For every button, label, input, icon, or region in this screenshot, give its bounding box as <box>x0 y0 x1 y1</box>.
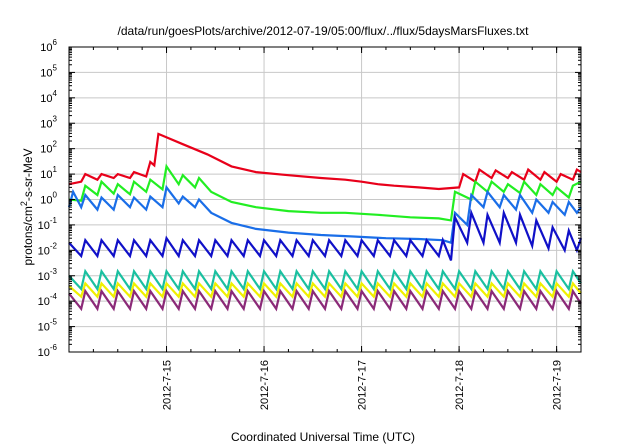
x-tick-labels: 2012-7-15 2012-7-16 2012-7-17 2012-7-18 2012… <box>162 360 564 410</box>
series-line-1 <box>68 132 582 191</box>
y-tick-label: 106 <box>40 38 57 54</box>
y-tick-label: 102 <box>40 140 57 156</box>
y-tick-label: 100 <box>40 191 57 207</box>
x-tick-label: 2012-7-15 <box>162 360 174 410</box>
series-line-6 <box>68 281 582 299</box>
x-tick-label: 2012-7-16 <box>259 360 271 410</box>
y-tick-label: 104 <box>40 89 57 105</box>
y-tick-label: 10-2 <box>38 241 58 257</box>
y-tick-label: 10-5 <box>38 318 58 334</box>
axis-ticks <box>68 46 582 353</box>
series-line-5 <box>68 268 582 292</box>
y-tick-label: 10-4 <box>38 292 58 308</box>
series-line-3 <box>67 184 582 245</box>
series-group <box>67 132 583 312</box>
x-tick-label: 2012-7-18 <box>454 360 466 410</box>
x-tick-label: 2012-7-19 <box>552 360 564 410</box>
y-tick-label: 103 <box>40 114 57 130</box>
series-line-7 <box>68 288 582 312</box>
y-axis-title: protons/cm2-s-sr-MeV <box>19 148 35 265</box>
chart-title: /data/run/goesPlots/archive/2012-07-19/0… <box>118 24 530 38</box>
y-tick-label: 10-6 <box>38 343 58 359</box>
y-tick-label: 101 <box>40 165 57 181</box>
y-tick-label: 10-1 <box>38 216 58 232</box>
x-axis-title: Coordinated Universal Time (UTC) <box>231 430 415 444</box>
series-line-4 <box>68 208 583 261</box>
x-tick-label: 2012-7-17 <box>357 360 369 410</box>
series-line-2 <box>68 163 582 222</box>
y-tick-label: 105 <box>40 63 57 79</box>
y-tick-labels: 10-6 10-5 10-4 10-3 10-2 10-1 100 101 102 103 104 1… <box>38 38 58 359</box>
y-tick-label: 10-3 <box>38 267 58 283</box>
